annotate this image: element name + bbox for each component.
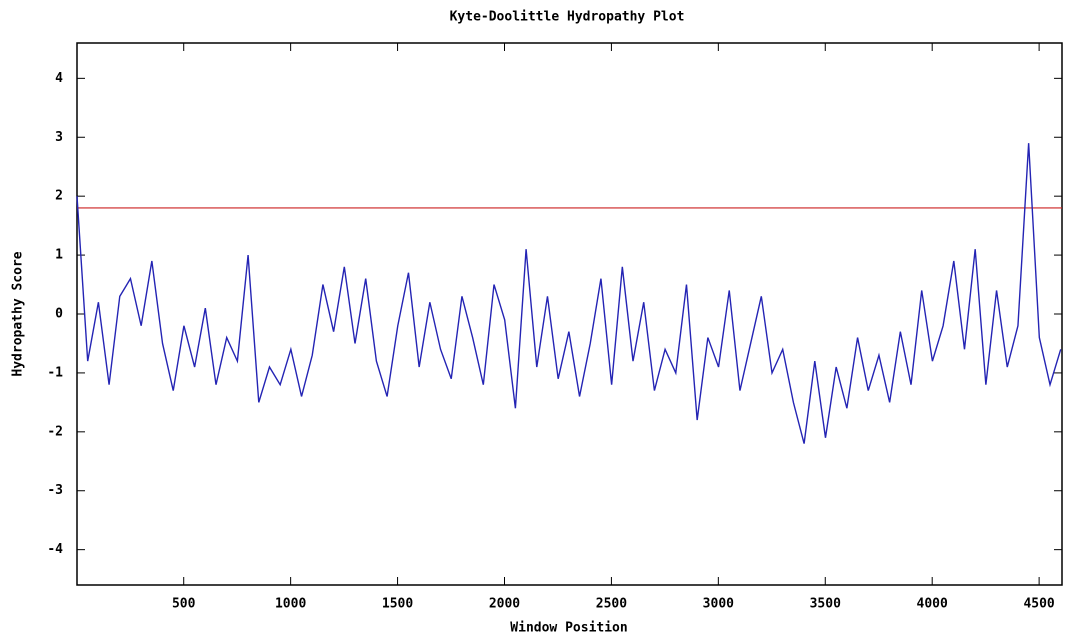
x-tick-label: 4500 (1023, 597, 1054, 612)
x-tick-label: 3500 (810, 597, 841, 612)
y-tick-label: 2 (55, 189, 63, 204)
chart-title: Kyte-Doolittle Hydropathy Plot (450, 10, 685, 25)
x-tick-label: 1500 (382, 597, 413, 612)
x-tick-label: 4000 (917, 597, 948, 612)
y-tick-label: 4 (55, 71, 63, 86)
x-tick-label: 3000 (703, 597, 734, 612)
x-tick-label: 2000 (489, 597, 520, 612)
y-tick-label: 1 (55, 248, 63, 263)
y-tick-label: -4 (47, 542, 63, 557)
plot-frame (76, 42, 1063, 586)
data-line (76, 143, 1062, 444)
x-tick-label: 1000 (275, 597, 306, 612)
x-axis-label: Window Position (510, 621, 627, 636)
y-tick-label: -3 (47, 483, 63, 498)
y-tick-label: -2 (47, 424, 63, 439)
y-tick-label: 0 (55, 307, 63, 322)
y-tick-label: 3 (55, 130, 63, 145)
x-tick-label: 500 (172, 597, 196, 612)
x-tick-label: 2500 (596, 597, 627, 612)
y-tick-label: -1 (47, 365, 63, 380)
y-axis-label: Hydropathy Score (11, 251, 26, 376)
